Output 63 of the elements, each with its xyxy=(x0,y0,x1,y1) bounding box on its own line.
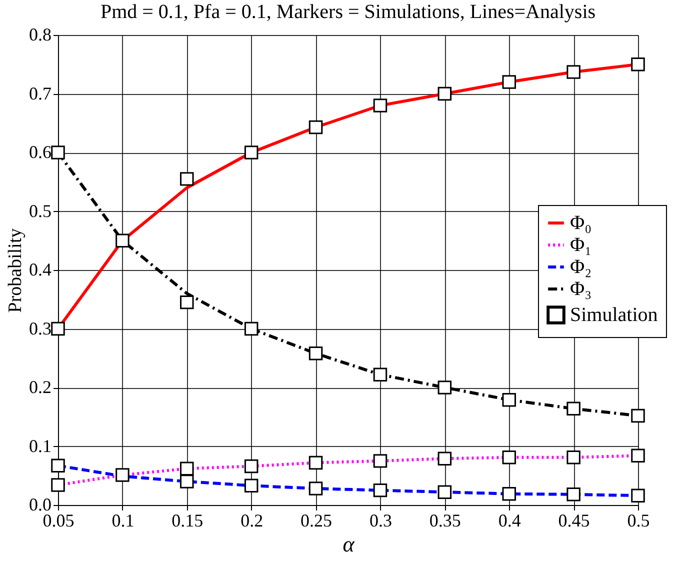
y-tick-label: 0.7 xyxy=(29,83,52,104)
y-tick-label: 0.4 xyxy=(29,260,52,280)
point xyxy=(438,452,452,466)
point xyxy=(566,65,580,79)
point xyxy=(116,468,130,482)
x-tick-label: 0.3 xyxy=(369,510,392,530)
point xyxy=(438,86,452,101)
legend-label: Φ₂ xyxy=(570,256,592,278)
point xyxy=(180,462,194,476)
point xyxy=(631,448,645,463)
y-tick-label: 0.6 xyxy=(29,142,52,162)
point xyxy=(631,58,645,72)
x-tick-label: 0.45 xyxy=(558,510,590,530)
point xyxy=(438,485,452,499)
point xyxy=(373,454,388,468)
point xyxy=(566,450,580,464)
point xyxy=(502,392,516,407)
point xyxy=(631,408,645,423)
point xyxy=(51,322,65,336)
y-tick-label: 0.3 xyxy=(29,318,52,338)
x-axis-title: α xyxy=(342,532,355,556)
point xyxy=(116,234,130,248)
point xyxy=(631,488,645,502)
x-tick-label: 0.4 xyxy=(498,510,521,530)
x-tick-label: 0.25 xyxy=(300,510,332,530)
point xyxy=(502,450,516,464)
point xyxy=(308,456,323,470)
y-tick-label: 0.8 xyxy=(29,24,52,44)
legend-label: Φ₁ xyxy=(570,234,592,256)
y-axis-title: Probability xyxy=(5,228,26,313)
point xyxy=(566,402,580,416)
x-tick-label: 0.5 xyxy=(627,510,650,530)
point xyxy=(244,322,258,336)
x-tick-label: 0.35 xyxy=(429,510,461,530)
point xyxy=(244,459,258,474)
point xyxy=(308,482,323,496)
point xyxy=(51,478,65,492)
point xyxy=(438,380,452,394)
point xyxy=(180,474,194,488)
point xyxy=(502,486,516,501)
point xyxy=(180,172,194,186)
y-tick-label: 0.2 xyxy=(29,377,52,397)
y-tick-label: 0.1 xyxy=(29,436,52,456)
point xyxy=(244,146,258,160)
legend-label: Φ₃ xyxy=(570,278,592,300)
point xyxy=(51,458,65,473)
x-tick-label: 0.1 xyxy=(112,510,134,530)
y-tick-label: 0.5 xyxy=(29,200,52,221)
x-tick-label: 0.15 xyxy=(172,510,204,530)
point xyxy=(502,75,516,89)
point xyxy=(51,146,65,160)
point xyxy=(308,346,323,360)
point xyxy=(373,368,388,382)
legend-label: Simulation xyxy=(570,304,658,326)
point xyxy=(308,120,323,134)
point xyxy=(566,488,580,502)
x-tick-label: 0.2 xyxy=(240,510,264,530)
chart-title: Pmd = 0.1, Pfa = 0.1, Markers = Simulations, Lines=Analysis xyxy=(100,1,596,23)
point xyxy=(373,98,388,112)
point xyxy=(180,295,194,310)
legend-label: Φ₀ xyxy=(570,212,592,234)
point xyxy=(244,478,258,492)
point xyxy=(373,483,388,498)
